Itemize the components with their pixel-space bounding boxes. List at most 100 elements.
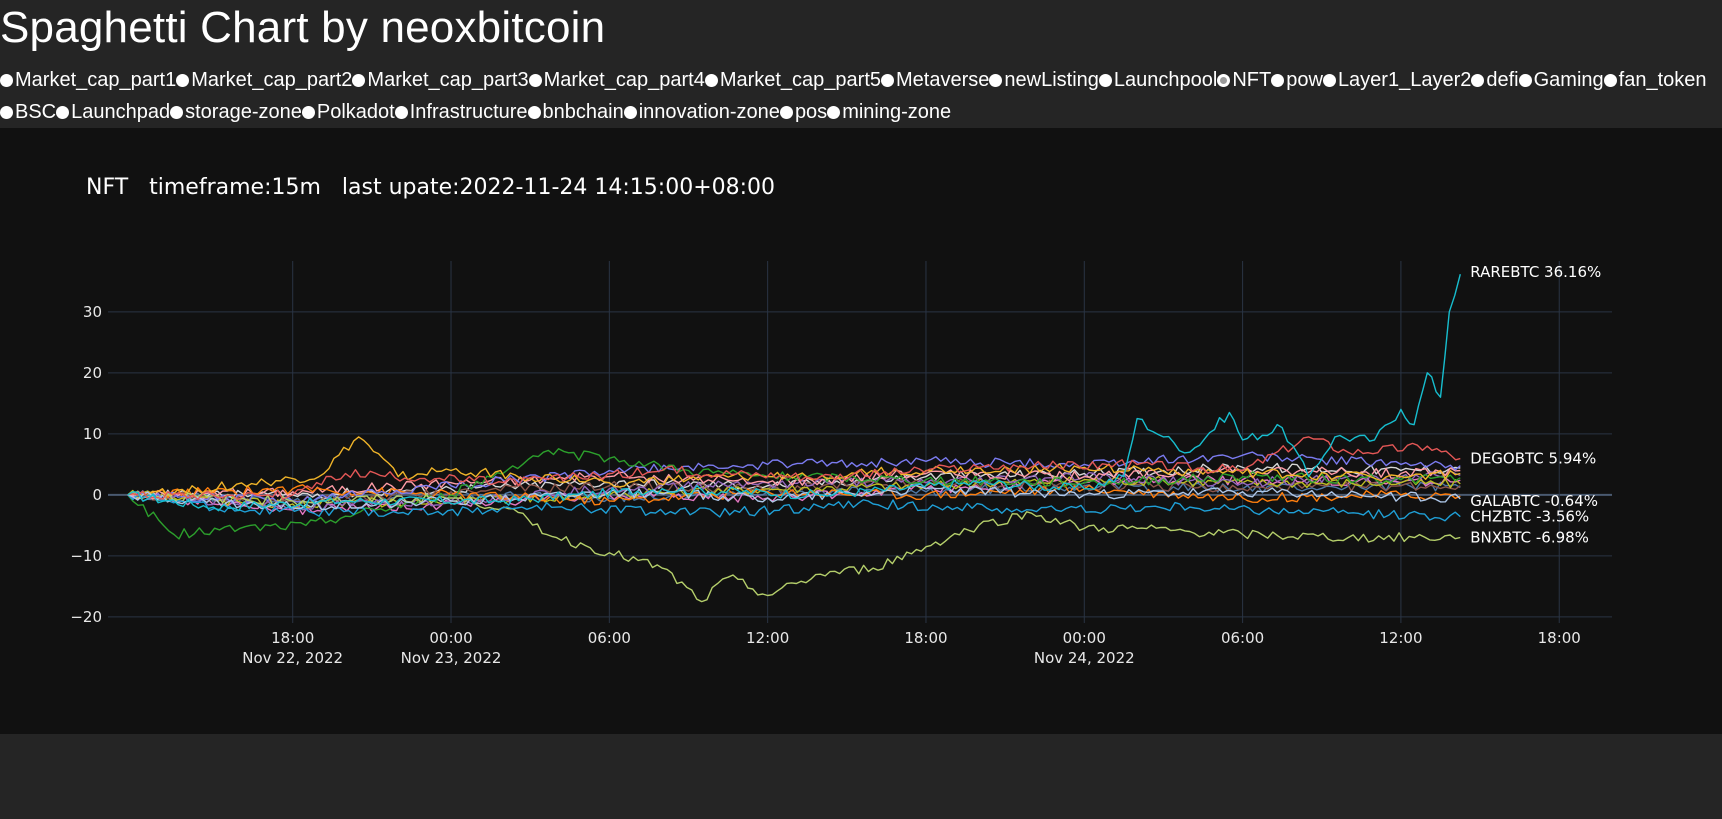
- header: Spaghetti Chart by neoxbitcoin Market_ca…: [0, 0, 1722, 128]
- group-option-polkadot[interactable]: Polkadot: [301, 96, 395, 128]
- axis-labels: 30 20 10 0 −10 −20 18:00 Nov 22, 2022 00:00 Nov 2…: [70, 303, 1581, 667]
- y-tick-label: 30: [83, 303, 102, 321]
- group-option-label: BSC: [15, 101, 57, 123]
- radio-icon[interactable]: [1098, 73, 1112, 87]
- group-option-launchpad[interactable]: Launchpad: [56, 96, 170, 128]
- radio-icon[interactable]: [352, 73, 366, 87]
- spaghetti-chart: 30 20 10 0 −10 −20 18:00 Nov 22, 2022 00:00 Nov 2…: [70, 175, 1612, 667]
- group-option-pow[interactable]: pow: [1271, 64, 1323, 96]
- series-end-label: GALABTC -0.64%: [1470, 492, 1598, 510]
- group-option-layer1-layer2[interactable]: Layer1_Layer2: [1322, 64, 1472, 96]
- series-line: [127, 448, 1461, 540]
- group-option-newlisting[interactable]: newListing: [989, 64, 1099, 96]
- series-line-chzbtc: [127, 493, 1461, 522]
- y-tick-label: 20: [83, 364, 102, 382]
- group-option-label: Market_cap_part2: [191, 69, 353, 91]
- x-tick-sublabel: Nov 23, 2022: [401, 649, 502, 667]
- series-end-labels: RAREBTC 36.16% DEGOBTC 5.94% GALABTC -0.64…: [1470, 263, 1601, 546]
- x-tick-label: 00:00: [429, 629, 472, 647]
- radio-icon[interactable]: [989, 73, 1003, 87]
- group-option-label: Layer1_Layer2: [1337, 69, 1472, 91]
- radio-icon[interactable]: [170, 105, 184, 119]
- radio-icon[interactable]: [623, 105, 637, 119]
- group-option-label: bnbchain: [542, 101, 624, 123]
- group-option-storage-zone[interactable]: storage-zone: [170, 96, 302, 128]
- radio-icon[interactable]: [1217, 73, 1231, 87]
- group-option-label: mining-zone: [842, 101, 952, 123]
- group-option-label: Market_cap_part1: [15, 69, 177, 91]
- x-tick-label: 18:00: [904, 629, 947, 647]
- radio-icon[interactable]: [0, 105, 13, 119]
- group-option-label: Market_cap_part4: [543, 69, 705, 91]
- series-line: [127, 451, 1461, 505]
- group-option-label: pos: [794, 101, 828, 123]
- series-line-galabtc: [127, 484, 1461, 510]
- series-line-rarebtc: [127, 274, 1461, 512]
- group-option-bnbchain[interactable]: bnbchain: [527, 96, 624, 128]
- series-line: [127, 470, 1461, 512]
- group-option-metaverse[interactable]: Metaverse: [881, 64, 989, 96]
- x-tick-label: 12:00: [746, 629, 789, 647]
- radio-icon[interactable]: [176, 73, 190, 87]
- y-tick-label: −10: [70, 547, 102, 565]
- group-option-market-cap-part2[interactable]: Market_cap_part2: [176, 64, 352, 96]
- group-option-market-cap-part4[interactable]: Market_cap_part4: [528, 64, 705, 96]
- group-option-label: Infrastructure: [409, 101, 528, 123]
- group-option-label: newListing: [1004, 69, 1099, 91]
- radio-icon[interactable]: [1471, 73, 1485, 87]
- group-option-infrastructure[interactable]: Infrastructure: [394, 96, 528, 128]
- group-option-label: Metaverse: [896, 69, 990, 91]
- group-option-label: innovation-zone: [638, 101, 780, 123]
- group-option-label: Launchpad: [71, 101, 171, 123]
- radio-icon[interactable]: [881, 73, 895, 87]
- x-tick-label: 12:00: [1379, 629, 1422, 647]
- group-option-defi[interactable]: defi: [1471, 64, 1519, 96]
- radio-icon[interactable]: [1603, 73, 1617, 87]
- radio-icon[interactable]: [704, 73, 718, 87]
- series-line: [127, 436, 1461, 499]
- series-end-label: DEGOBTC 5.94%: [1470, 450, 1596, 468]
- group-option-fan-token[interactable]: fan_token: [1603, 64, 1707, 96]
- radio-icon[interactable]: [827, 105, 841, 119]
- group-option-launchpool[interactable]: Launchpool: [1098, 64, 1218, 96]
- chart-container: 30 20 10 0 −10 −20 18:00 Nov 22, 2022 00:00 Nov 2…: [0, 128, 1722, 734]
- radio-icon[interactable]: [779, 105, 793, 119]
- y-tick-label: 10: [83, 425, 102, 443]
- group-option-bsc[interactable]: BSC: [0, 96, 56, 128]
- radio-icon[interactable]: [528, 73, 542, 87]
- radio-icon[interactable]: [56, 105, 70, 119]
- group-option-label: storage-zone: [185, 101, 302, 123]
- series-line-bnxbtc: [127, 491, 1461, 603]
- grid-layer: [108, 261, 1612, 623]
- group-option-pos[interactable]: pos: [779, 96, 828, 128]
- radio-icon[interactable]: [1271, 73, 1285, 87]
- series-end-label: BNXBTC -6.98%: [1470, 528, 1589, 546]
- x-tick-sublabel: Nov 24, 2022: [1034, 649, 1135, 667]
- radio-icon[interactable]: [0, 73, 13, 87]
- radio-icon[interactable]: [301, 105, 315, 119]
- x-tick-label: 00:00: [1063, 629, 1106, 647]
- radio-icon[interactable]: [1322, 73, 1336, 87]
- radio-icon[interactable]: [394, 105, 408, 119]
- group-option-label: defi: [1486, 69, 1519, 91]
- chart-title: NFT timeframe:15m last upate:2022-11-24 …: [86, 175, 775, 200]
- group-option-innovation-zone[interactable]: innovation-zone: [623, 96, 780, 128]
- radio-icon[interactable]: [527, 105, 541, 119]
- group-option-market-cap-part3[interactable]: Market_cap_part3: [352, 64, 529, 96]
- group-option-label: Polkadot: [316, 101, 395, 123]
- group-option-label: Gaming: [1533, 69, 1604, 91]
- group-option-label: NFT: [1232, 69, 1272, 91]
- group-option-label: Launchpool: [1113, 69, 1218, 91]
- group-option-label: pow: [1286, 69, 1323, 91]
- radio-icon[interactable]: [1518, 73, 1532, 87]
- x-tick-label: 18:00: [1538, 629, 1581, 647]
- group-option-mining-zone[interactable]: mining-zone: [827, 96, 951, 128]
- group-option-market-cap-part1[interactable]: Market_cap_part1: [0, 64, 176, 96]
- group-option-nft[interactable]: NFT: [1217, 64, 1271, 96]
- group-option-gaming[interactable]: Gaming: [1518, 64, 1604, 96]
- group-option-market-cap-part5[interactable]: Market_cap_part5: [704, 64, 881, 96]
- x-tick-label: 06:00: [588, 629, 631, 647]
- page-title: Spaghetti Chart by neoxbitcoin: [0, 3, 606, 52]
- y-tick-label: 0: [92, 486, 102, 504]
- x-tick-label: 18:00: [271, 629, 314, 647]
